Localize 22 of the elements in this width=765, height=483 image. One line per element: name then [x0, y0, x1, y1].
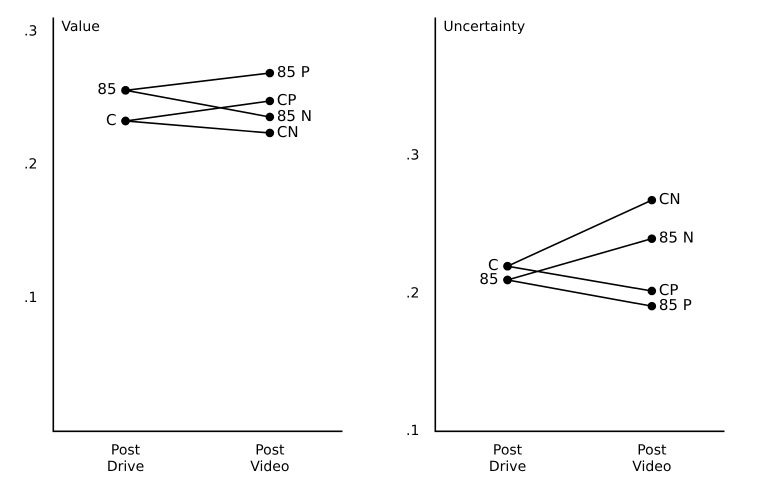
- series-label: 85 P: [658, 296, 692, 314]
- y-tick-label: .3: [406, 148, 420, 164]
- series-label: 85 P: [276, 62, 310, 81]
- y-axis-title: Uncertainty: [443, 19, 526, 36]
- y-tick-label: .1: [24, 290, 38, 306]
- y-tick-label: .2: [406, 285, 420, 302]
- series-label: CN: [658, 190, 681, 208]
- x-tick-label: Post Drive: [106, 442, 144, 476]
- x-tick-label: Post Video: [632, 442, 672, 476]
- x-tick-label: Post Video: [250, 442, 290, 476]
- annotation: C: [106, 110, 117, 129]
- y-tick-label: .2: [24, 156, 38, 173]
- series-label: 85 N: [658, 228, 694, 247]
- series-label: CP: [276, 90, 296, 109]
- x-tick-label: Post Drive: [488, 442, 526, 476]
- annotation: 85: [97, 80, 117, 98]
- y-axis-title: Value: [61, 19, 100, 36]
- series-label: CN: [276, 122, 299, 141]
- y-tick-label: .1: [406, 423, 420, 440]
- y-tick-label: .3: [24, 23, 38, 40]
- series-label: 85 N: [276, 106, 312, 125]
- series-label: CP: [658, 280, 678, 299]
